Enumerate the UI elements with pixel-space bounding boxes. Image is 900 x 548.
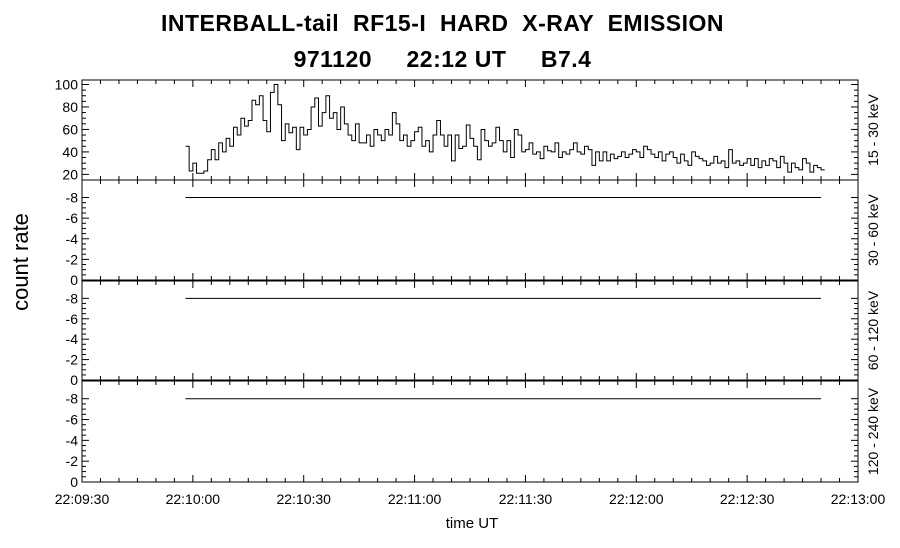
y-tick-label: 0 [70,474,78,490]
y-tick-label: -8 [66,290,79,306]
y-tick-label: 60 [62,121,78,137]
y-axis-label: count rate [8,213,33,311]
y-tick-label: 0 [70,372,78,388]
x-tick-label: 22:12:00 [609,491,664,507]
panel-frame [81,179,859,281]
chart-subtitle: 971120 22:12 UT B7.4 [293,46,592,72]
y-tick-label: 40 [62,144,78,160]
y-tick-label: -2 [66,453,79,469]
panel-frame [81,380,859,483]
x-tick-label: 22:10:30 [276,491,331,507]
y-tick-label: -4 [66,331,79,347]
x-tick-label: 22:12:30 [720,491,775,507]
y-tick-label: -6 [66,210,79,226]
y-tick-label: 0 [70,272,78,288]
y-tick-label: -6 [66,311,79,327]
x-tick-label: 22:11:30 [499,491,553,507]
y-tick-label: 100 [55,76,79,92]
y-tick-label: 20 [62,166,78,182]
y-tick-label: -8 [66,190,79,206]
x-tick-label: 22:11:00 [388,491,442,507]
y-tick-label: -4 [66,432,79,448]
panel-frame [81,280,859,381]
series-line [185,83,825,174]
x-tick-label: 22:13:00 [831,491,886,507]
chart-title: INTERBALL-tail RF15-I HARD X-RAY EMISSIO… [160,10,725,36]
y-tick-label: -4 [66,231,79,247]
x-axis-label: time UT [446,515,499,532]
y-tick-label: -2 [66,352,79,368]
y-tick-label: 80 [62,99,78,115]
x-tick-label: 22:10:00 [166,491,221,507]
panel-energy-label: 15 - 30 keV [865,94,881,166]
x-tick-label: 22:09:30 [55,491,110,507]
y-tick-label: -6 [66,412,79,428]
panel-energy-label: 60 - 120 keV [865,290,881,370]
panel-energy-label: 30 - 60 keV [865,194,881,266]
panel-energy-label: 120 - 240 keV [865,387,881,475]
y-tick-label: -8 [66,391,79,407]
y-tick-label: -2 [66,251,79,267]
